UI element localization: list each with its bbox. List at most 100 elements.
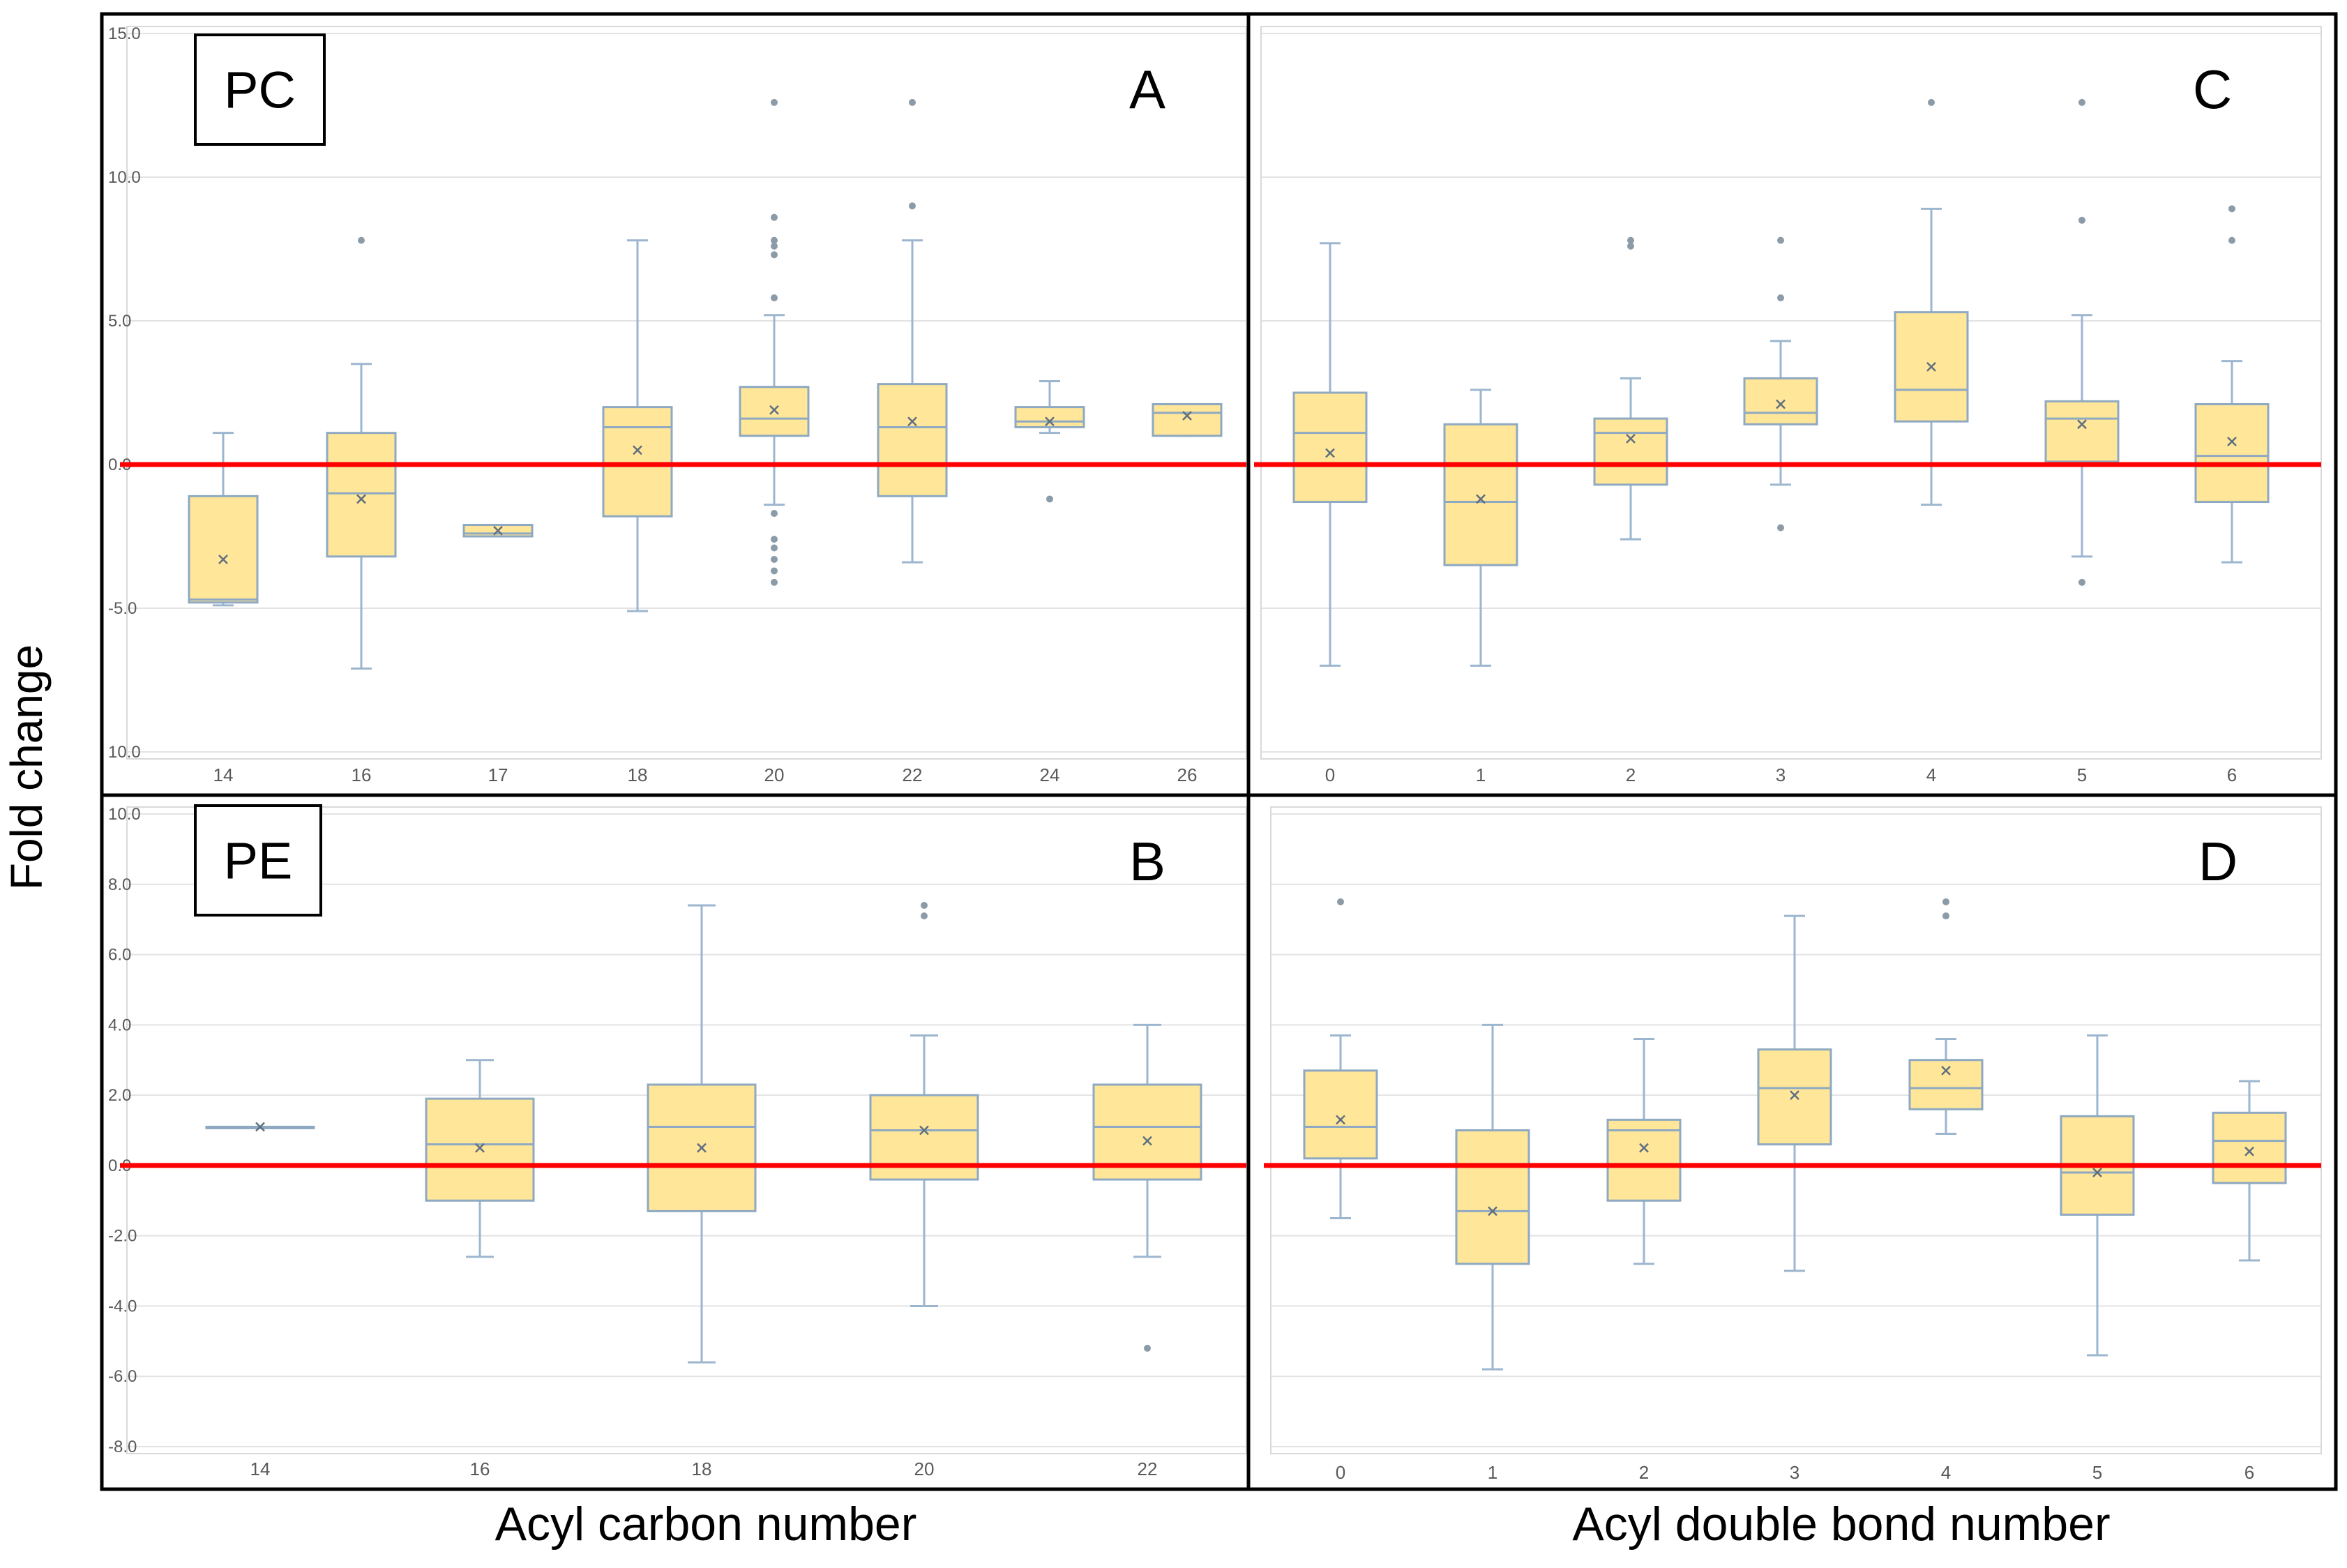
outlier-point: [358, 236, 365, 244]
box-B-16: [425, 1059, 535, 1258]
mean-marker: [1142, 1136, 1152, 1146]
mean-marker: [919, 1125, 929, 1136]
mean-marker: [1626, 434, 1636, 444]
box-iqr: [1152, 402, 1223, 437]
mean-marker: [1790, 1090, 1799, 1100]
y-tick-label: 6.0: [108, 946, 131, 965]
outlier-point: [771, 567, 778, 575]
outlier-point: [909, 202, 916, 210]
x-tick-label: 22: [1138, 1458, 1158, 1479]
panels-layer: 15.010.05.00.0-5.010.014 16 17 18 20 22 24 26PC…: [108, 24, 2322, 1483]
outlier-point: [771, 555, 778, 563]
x-tick-label: 5: [2077, 764, 2087, 785]
box-iqr: [1292, 391, 1368, 504]
x-axis-label-left: Acyl carbon number: [495, 1498, 917, 1551]
x-tick-label: 2: [1639, 1462, 1649, 1483]
class-label-box: [194, 33, 326, 146]
y-tick-label: 15.0: [108, 24, 141, 43]
box-B-20: [869, 902, 979, 1307]
x-tick-label: 3: [1790, 1462, 1799, 1483]
box-iqr: [1455, 1129, 1530, 1265]
panel-D: 0 1 2 3 4 5 6 D: [1264, 806, 2322, 1483]
x-tick-label: 17: [488, 764, 508, 785]
box-B-22: [1092, 1023, 1202, 1352]
outlier-point: [771, 578, 778, 586]
box-B-14: [205, 1122, 315, 1132]
outlier-point: [1627, 236, 1634, 244]
box-A-26: [1152, 402, 1223, 437]
box-D-2: [1606, 1037, 1682, 1265]
outlier-point: [909, 98, 916, 106]
mean-marker: [2227, 437, 2237, 446]
box-iqr: [1757, 1048, 1832, 1146]
box-A-18: [602, 239, 673, 612]
box-D-0: [1303, 898, 1378, 1219]
outlier-point: [921, 912, 928, 920]
box-C-2: [1593, 236, 1668, 541]
box-iqr: [1443, 423, 1518, 566]
outlier-point: [771, 536, 778, 543]
outlier-point: [1777, 236, 1784, 244]
x-tick-label: 22: [903, 764, 923, 785]
outlier-point: [1627, 242, 1634, 250]
plot-area-border: [126, 26, 1247, 760]
mean-marker: [1488, 1206, 1497, 1216]
y-tick-label: -4.0: [108, 1297, 137, 1316]
box-iqr: [2194, 402, 2270, 504]
x-tick-label: 20: [764, 764, 785, 785]
box-iqr: [326, 432, 397, 558]
box-C-1: [1443, 389, 1518, 667]
mean-marker: [475, 1143, 485, 1153]
x-tick-label: 4: [1926, 764, 1936, 785]
box-iqr: [1014, 406, 1085, 428]
y-tick-label: -5.0: [108, 599, 137, 618]
mean-marker: [1336, 1115, 1345, 1125]
outlier-point: [1777, 524, 1784, 532]
mean-marker: [255, 1122, 265, 1132]
x-tick-label: 24: [1040, 764, 1060, 785]
x-tick-label: 14: [250, 1458, 271, 1479]
outlier-point: [771, 251, 778, 259]
x-tick-label: 20: [914, 1458, 935, 1479]
x-tick-label: 16: [352, 764, 372, 785]
panel-letter: C: [2193, 59, 2232, 120]
box-C-6: [2194, 205, 2270, 564]
class-label: PC: [224, 61, 296, 119]
outlier-point: [2078, 98, 2085, 106]
outlier-point: [771, 294, 778, 302]
box-iqr: [2044, 400, 2120, 463]
outlier-point: [2078, 216, 2085, 224]
x-tick-label: 0: [1325, 764, 1335, 785]
outlier-point: [2078, 578, 2085, 586]
box-iqr: [1303, 1069, 1378, 1160]
panel-C: 0 1 2 3 4 5 6 C: [1254, 26, 2322, 785]
box-A-16: [326, 236, 397, 670]
x-tick-label: 14: [213, 764, 234, 785]
box-D-6: [2212, 1080, 2287, 1262]
x-tick-label: 18: [628, 764, 648, 785]
x-tick-label: 26: [1177, 764, 1198, 785]
x-tick-label: 0: [1336, 1462, 1345, 1483]
box-iqr: [602, 406, 673, 518]
mean-marker: [907, 416, 917, 427]
y-tick-label: -2.0: [108, 1227, 137, 1246]
outlier-point: [921, 902, 928, 910]
panel-letter: B: [1129, 831, 1165, 892]
mean-marker: [1182, 411, 1192, 421]
mean-marker: [697, 1143, 707, 1153]
box-iqr: [1743, 377, 1818, 425]
box-A-24: [1014, 380, 1085, 503]
box-A-17: [462, 524, 534, 538]
mean-marker: [1325, 448, 1335, 458]
box-iqr: [425, 1097, 535, 1202]
x-tick-label: 2: [1626, 764, 1636, 785]
y-tick-label: -8.0: [108, 1438, 137, 1456]
class-label-box: [194, 804, 322, 917]
outlier-point: [1144, 1344, 1151, 1352]
box-C-0: [1292, 242, 1368, 667]
x-tick-label: 3: [1776, 764, 1786, 785]
outlier-point: [771, 98, 778, 106]
mean-marker: [1476, 494, 1486, 504]
plot-area-border: [126, 806, 1247, 1454]
